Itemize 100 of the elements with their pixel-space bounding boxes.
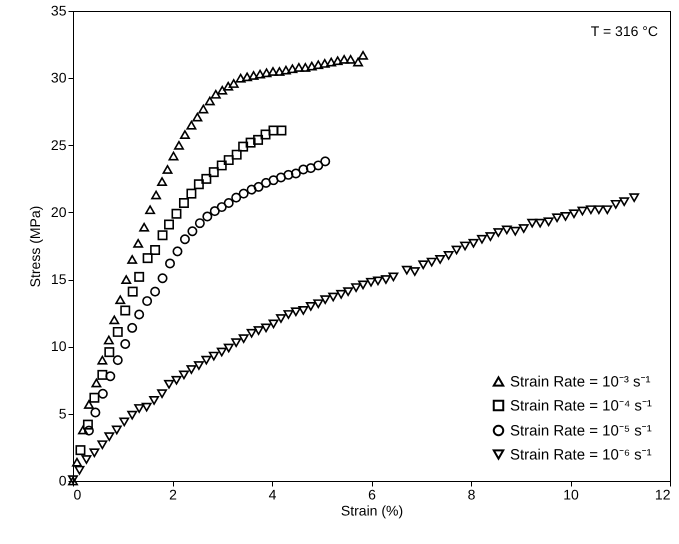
point — [145, 205, 156, 214]
point — [178, 198, 189, 208]
point — [142, 253, 153, 264]
point — [104, 347, 114, 358]
point — [287, 64, 298, 74]
point — [268, 175, 278, 186]
point — [104, 336, 114, 344]
point — [133, 238, 144, 248]
x-tick-label: 0 — [74, 486, 82, 502]
point — [290, 168, 301, 178]
point — [210, 90, 221, 99]
y-axis-title: Stress (MPa) — [26, 206, 43, 288]
x-tick-label: 12 — [654, 486, 671, 502]
point — [306, 62, 317, 70]
point — [84, 426, 94, 436]
point — [109, 315, 120, 324]
y-tick-label: 35 — [50, 2, 67, 18]
point — [120, 305, 130, 316]
point — [248, 71, 259, 80]
point — [105, 371, 116, 382]
point — [127, 255, 138, 264]
point — [68, 476, 78, 486]
y-tick-label: 30 — [50, 70, 67, 86]
point — [353, 58, 364, 66]
point — [186, 120, 196, 130]
point — [164, 220, 174, 230]
y-tick-label: 15 — [50, 271, 67, 288]
point — [180, 234, 190, 244]
point — [283, 170, 294, 180]
point — [236, 74, 246, 83]
point — [246, 184, 257, 195]
point — [246, 138, 256, 148]
y-tick-label: 5 — [58, 405, 67, 422]
point — [187, 226, 198, 236]
point — [210, 206, 220, 216]
point — [217, 86, 228, 95]
point — [320, 156, 330, 166]
point — [300, 62, 310, 72]
point — [228, 79, 239, 88]
x-axis-title: Strain (%) — [340, 502, 404, 518]
point — [242, 72, 252, 82]
point — [128, 286, 138, 297]
y-tick-label: 25 — [50, 136, 67, 153]
point — [260, 130, 271, 140]
point — [90, 408, 100, 418]
point — [97, 370, 108, 380]
point — [158, 273, 168, 284]
point — [255, 70, 266, 79]
point — [151, 190, 162, 200]
point — [157, 177, 168, 186]
point — [313, 160, 324, 170]
point — [98, 388, 108, 399]
point — [261, 178, 272, 188]
point — [262, 68, 272, 78]
point — [238, 142, 248, 152]
point — [194, 179, 204, 190]
point — [134, 310, 144, 320]
point — [84, 400, 94, 409]
point — [194, 218, 205, 228]
y-tick-label: 0 — [58, 472, 67, 488]
point — [89, 392, 100, 403]
point — [127, 322, 138, 333]
point — [180, 130, 190, 139]
point — [280, 66, 291, 75]
point — [142, 296, 152, 306]
point — [274, 67, 284, 76]
point — [320, 58, 330, 68]
point — [332, 56, 343, 66]
point — [224, 155, 234, 166]
point — [204, 96, 215, 106]
y-tick-label: 20 — [50, 204, 67, 220]
point — [358, 50, 368, 60]
point — [268, 67, 278, 76]
point — [112, 326, 123, 337]
point — [192, 112, 202, 122]
legend-label: Strain Rate = 10⁻⁴ s⁻¹ — [510, 398, 652, 414]
point — [276, 126, 286, 136]
point — [158, 230, 168, 240]
point — [208, 167, 219, 178]
x-tick-label: 4 — [268, 486, 277, 502]
annotation: T = 316 °C — [590, 23, 658, 39]
legend-label: Strain Rate = 10⁻⁶ s⁻¹ — [510, 446, 652, 464]
point — [171, 208, 182, 219]
point — [276, 172, 286, 182]
point — [339, 54, 350, 64]
point — [254, 182, 264, 192]
point — [97, 356, 108, 365]
point — [326, 58, 336, 66]
point — [115, 295, 126, 304]
point — [174, 140, 184, 150]
point — [224, 198, 234, 208]
legend-label: Strain Rate = 10⁻⁵ s⁻¹ — [510, 422, 652, 440]
point — [186, 188, 196, 199]
point — [198, 104, 208, 114]
point — [298, 164, 308, 174]
point — [91, 378, 102, 388]
y-tick-label: 10 — [50, 338, 67, 354]
legend-label: Strain Rate = 10⁻³ s⁻¹ — [510, 374, 650, 390]
point — [223, 82, 234, 91]
point — [139, 222, 150, 232]
